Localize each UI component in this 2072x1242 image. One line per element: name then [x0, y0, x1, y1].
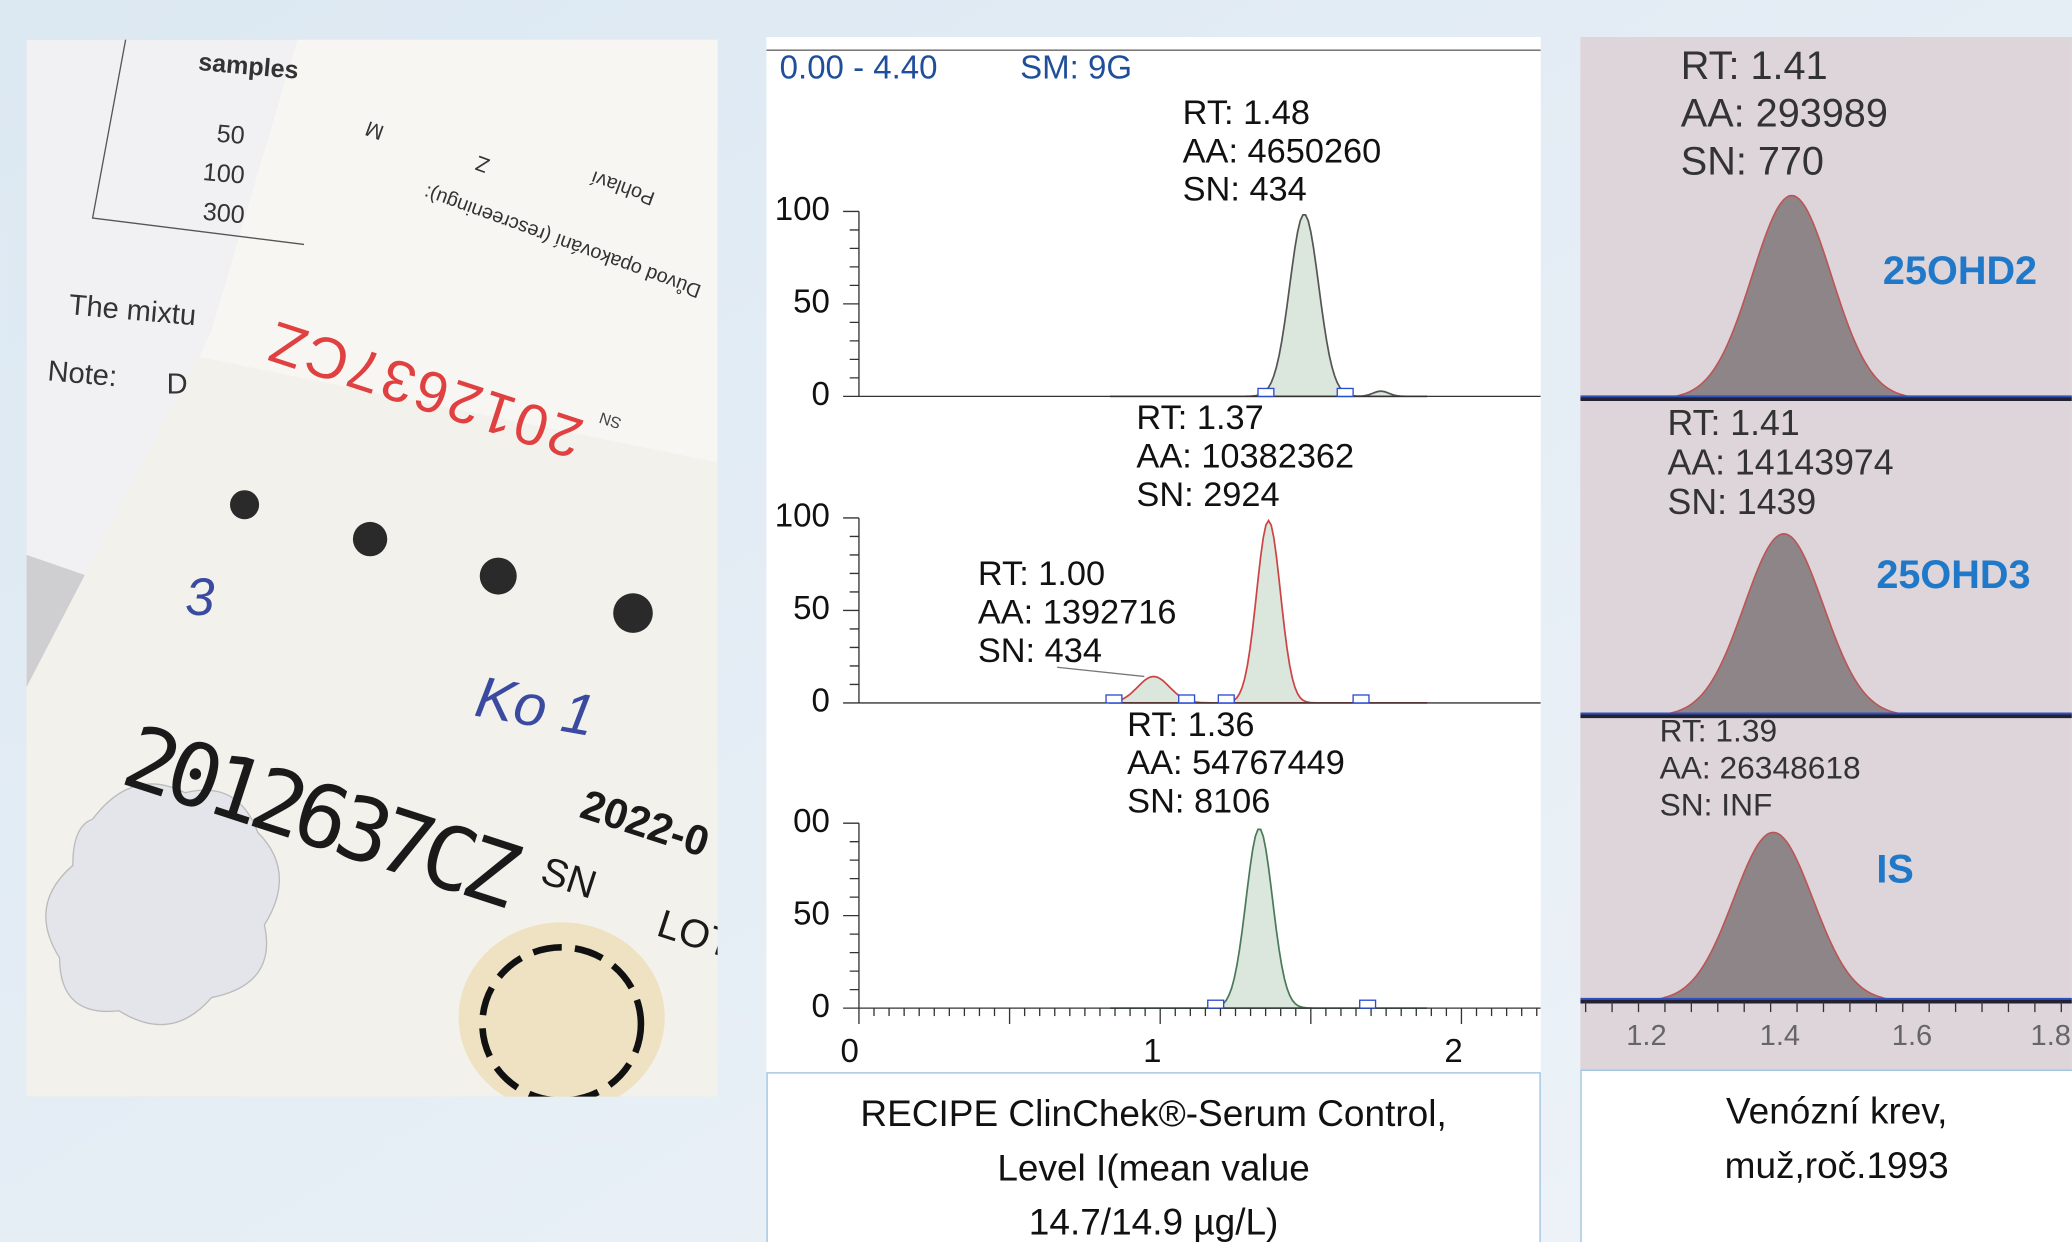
y-tick-label: 50 [793, 589, 830, 626]
peak-annotation: AA: 14143974 [1668, 443, 1894, 483]
peak-annotation: SN: 770 [1681, 139, 1824, 183]
peak-marker [1207, 999, 1225, 1009]
compound-label: 25OHD3 [1876, 553, 2030, 597]
hole [230, 490, 260, 520]
sn-box: SN [597, 408, 623, 431]
caption-line: RECIPE ClinChek®-Serum Control, [860, 1093, 1446, 1134]
peak-annotation: AA: 10382362 [1136, 438, 1354, 476]
text-line: D [167, 368, 188, 400]
table-value: 100 [202, 158, 246, 190]
compound-label: IS [1876, 848, 1913, 892]
peak-annotation: SN: 434 [1183, 171, 1307, 209]
y-tick-label: 100 [775, 497, 830, 534]
table-value: 300 [202, 198, 246, 230]
peak-marker [1217, 694, 1235, 704]
cutout [45, 783, 281, 1026]
chromatogram-caption-box [766, 1072, 1541, 1242]
circle-mark [479, 944, 645, 1097]
hole [479, 557, 517, 595]
peak-annotation: RT: 1.41 [1668, 403, 1800, 443]
peak-annotation: AA: 54767449 [1127, 744, 1345, 782]
range-label: 0.00 - 4.40 [780, 49, 938, 86]
caption-line: Venózní krev, [1726, 1091, 1947, 1132]
y-tick-label: 0 [812, 682, 830, 719]
y-tick-label: 0 [812, 987, 830, 1024]
chromatogram-panel [766, 36, 1541, 1073]
y-tick-label: 50 [793, 894, 830, 931]
peak-annotation: SN: 434 [978, 632, 1102, 670]
peak-marker [1257, 387, 1275, 398]
hole [352, 521, 388, 557]
table-lines [91, 39, 305, 246]
peak-marker [1105, 694, 1123, 704]
peak-marker [1359, 999, 1377, 1009]
table-value: 50 [216, 120, 246, 150]
peak-marker [1336, 387, 1354, 398]
peak-annotation: RT: 1.36 [1127, 706, 1254, 744]
peak-annotation: AA: 1392716 [978, 593, 1177, 631]
handwriting: 3 [185, 568, 214, 627]
peak-annotation: SN: INF [1660, 787, 1773, 823]
text-line: Note: [46, 355, 118, 393]
peak-annotation: AA: 26348618 [1660, 750, 1861, 786]
peak-annotation: RT: 1.39 [1660, 713, 1778, 749]
annotation-leader [1057, 666, 1145, 678]
peak-annotation: SN: 1439 [1668, 482, 1817, 522]
y-tick-label: 0 [812, 375, 830, 412]
x-tick-label: 1.2 [1626, 1020, 1666, 1052]
peak-marker [1352, 694, 1370, 704]
y-tick-label: 00 [793, 802, 830, 839]
screen-panel [1580, 36, 2072, 1071]
y-tick-label: 50 [793, 283, 830, 320]
peak-annotation: AA: 4650260 [1183, 132, 1382, 170]
x-tick-label: 1.4 [1760, 1020, 1800, 1052]
x-tick-label: 1.8 [2031, 1020, 2071, 1052]
peak-annotation: RT: 1.48 [1183, 94, 1310, 132]
x-tick-label: 1.6 [1892, 1020, 1932, 1052]
peak-annotation: SN: 8106 [1127, 782, 1270, 820]
peak-annotation: AA: 293989 [1681, 92, 1888, 136]
smoothing-label: SM: 9G [1020, 49, 1132, 86]
hole [613, 593, 653, 633]
x-tick-label: 1 [1143, 1032, 1161, 1069]
caption-line: 14.7/14.9 µg/L) [1029, 1202, 1279, 1242]
sticker [458, 922, 665, 1097]
caption-line: Level I(mean value [997, 1147, 1309, 1188]
x-tick-label: 0 [841, 1032, 859, 1069]
x-tick-label: 2 [1444, 1032, 1462, 1069]
y-tick-label: 100 [775, 190, 830, 227]
peak-marker [1178, 694, 1196, 704]
peak-annotation: RT: 1.41 [1681, 44, 1828, 88]
peak-annotation: RT: 1.00 [978, 555, 1105, 593]
compound-label: 25OHD2 [1883, 249, 2037, 293]
screen-caption-box [1580, 1069, 2072, 1242]
peak-annotation: RT: 1.37 [1136, 399, 1263, 437]
caption-line: muž,roč.1993 [1725, 1145, 1949, 1186]
peak-annotation: SN: 2924 [1136, 476, 1279, 514]
